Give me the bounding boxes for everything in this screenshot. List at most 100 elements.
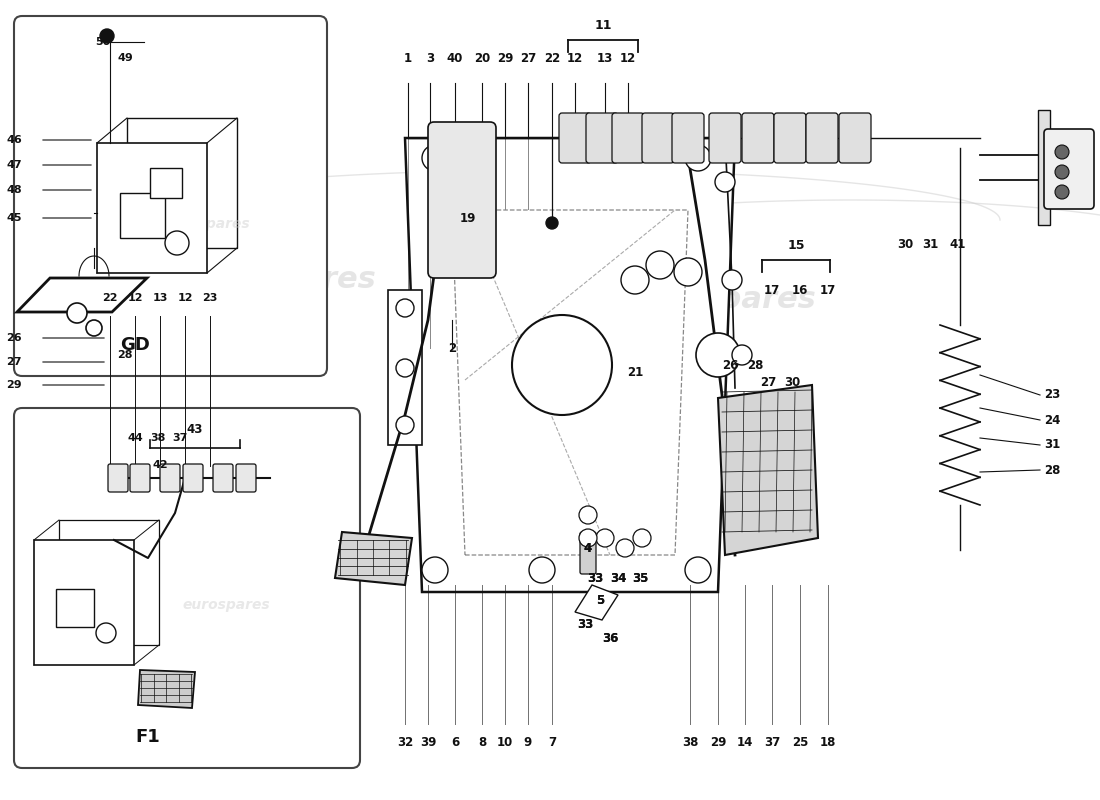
Text: 5: 5 [596,594,604,606]
Polygon shape [405,138,735,592]
Text: 13: 13 [152,293,167,303]
Text: 38: 38 [682,735,698,749]
Text: 49: 49 [118,53,134,63]
Text: 28: 28 [747,358,763,371]
FancyBboxPatch shape [839,113,871,163]
Bar [120,193,165,238]
Text: eurospares: eurospares [183,598,271,612]
Circle shape [96,623,115,643]
Circle shape [579,529,597,547]
Text: 12: 12 [620,52,636,65]
Text: 37: 37 [763,735,780,749]
Polygon shape [59,520,160,645]
FancyBboxPatch shape [213,464,233,492]
FancyBboxPatch shape [559,113,591,163]
Text: 13: 13 [597,52,613,65]
Circle shape [732,345,752,365]
Text: 21: 21 [627,366,644,378]
Text: eurospares: eurospares [163,217,250,230]
Text: 25: 25 [792,735,808,749]
Circle shape [646,251,674,279]
Text: 16: 16 [792,283,808,297]
Text: 8: 8 [477,735,486,749]
Text: 31: 31 [1044,438,1060,451]
Text: 32: 32 [397,735,414,749]
Bar [150,168,182,198]
Text: 33: 33 [587,571,603,585]
Text: 9: 9 [524,735,532,749]
Text: 19: 19 [460,211,476,225]
FancyBboxPatch shape [586,113,618,163]
Text: 17: 17 [763,283,780,297]
Bar [1038,110,1050,225]
Text: 1: 1 [404,52,412,65]
Text: 4: 4 [584,542,592,554]
Circle shape [1055,185,1069,199]
Text: 15: 15 [788,239,805,252]
Circle shape [422,145,448,171]
Text: F1: F1 [135,728,160,746]
Polygon shape [452,210,688,555]
Circle shape [722,270,742,290]
FancyBboxPatch shape [130,464,150,492]
Text: 33: 33 [587,571,603,585]
FancyBboxPatch shape [160,464,180,492]
Text: 4: 4 [584,542,592,554]
Circle shape [165,231,189,255]
Text: 36: 36 [602,631,618,645]
Text: 11: 11 [594,19,612,32]
Text: 14: 14 [737,735,754,749]
Text: 23: 23 [202,293,218,303]
Text: 3: 3 [426,52,434,65]
Circle shape [674,258,702,286]
Circle shape [100,29,114,43]
Text: eurospares: eurospares [624,286,816,314]
Circle shape [1055,165,1069,179]
Circle shape [86,320,102,336]
Text: 6: 6 [451,735,459,749]
Polygon shape [575,585,618,620]
Text: 23: 23 [1044,389,1060,402]
Circle shape [422,557,448,583]
Text: 24: 24 [1044,414,1060,426]
Text: 47: 47 [7,160,22,170]
Text: 5: 5 [596,594,604,606]
FancyBboxPatch shape [672,113,704,163]
Polygon shape [97,143,207,273]
Text: 29: 29 [7,380,22,390]
Text: 30: 30 [784,375,800,389]
Text: 30: 30 [896,238,913,251]
Text: 27: 27 [520,52,536,65]
Polygon shape [138,670,195,708]
Text: 36: 36 [602,631,618,645]
Text: 44: 44 [128,433,143,443]
Text: 45: 45 [7,213,22,223]
Text: 17: 17 [820,283,836,297]
FancyBboxPatch shape [710,113,741,163]
FancyBboxPatch shape [14,16,327,376]
Text: 27: 27 [7,357,22,367]
Circle shape [579,506,597,524]
FancyBboxPatch shape [183,464,204,492]
Text: 33: 33 [576,618,593,631]
Circle shape [596,529,614,547]
Text: 22: 22 [102,293,118,303]
Text: 50: 50 [95,37,110,47]
Circle shape [616,539,634,557]
Circle shape [396,359,414,377]
Circle shape [685,557,711,583]
FancyBboxPatch shape [806,113,838,163]
Text: 7: 7 [548,735,557,749]
Circle shape [715,172,735,192]
FancyBboxPatch shape [14,408,360,768]
Text: GD: GD [120,336,150,354]
Text: eurospares: eurospares [184,266,376,294]
Text: 40: 40 [447,52,463,65]
Text: 43: 43 [187,423,204,436]
Circle shape [1055,145,1069,159]
Text: 28: 28 [118,350,133,360]
Text: 39: 39 [420,735,437,749]
Polygon shape [34,540,134,665]
Text: 38: 38 [151,433,166,443]
Text: 18: 18 [820,735,836,749]
